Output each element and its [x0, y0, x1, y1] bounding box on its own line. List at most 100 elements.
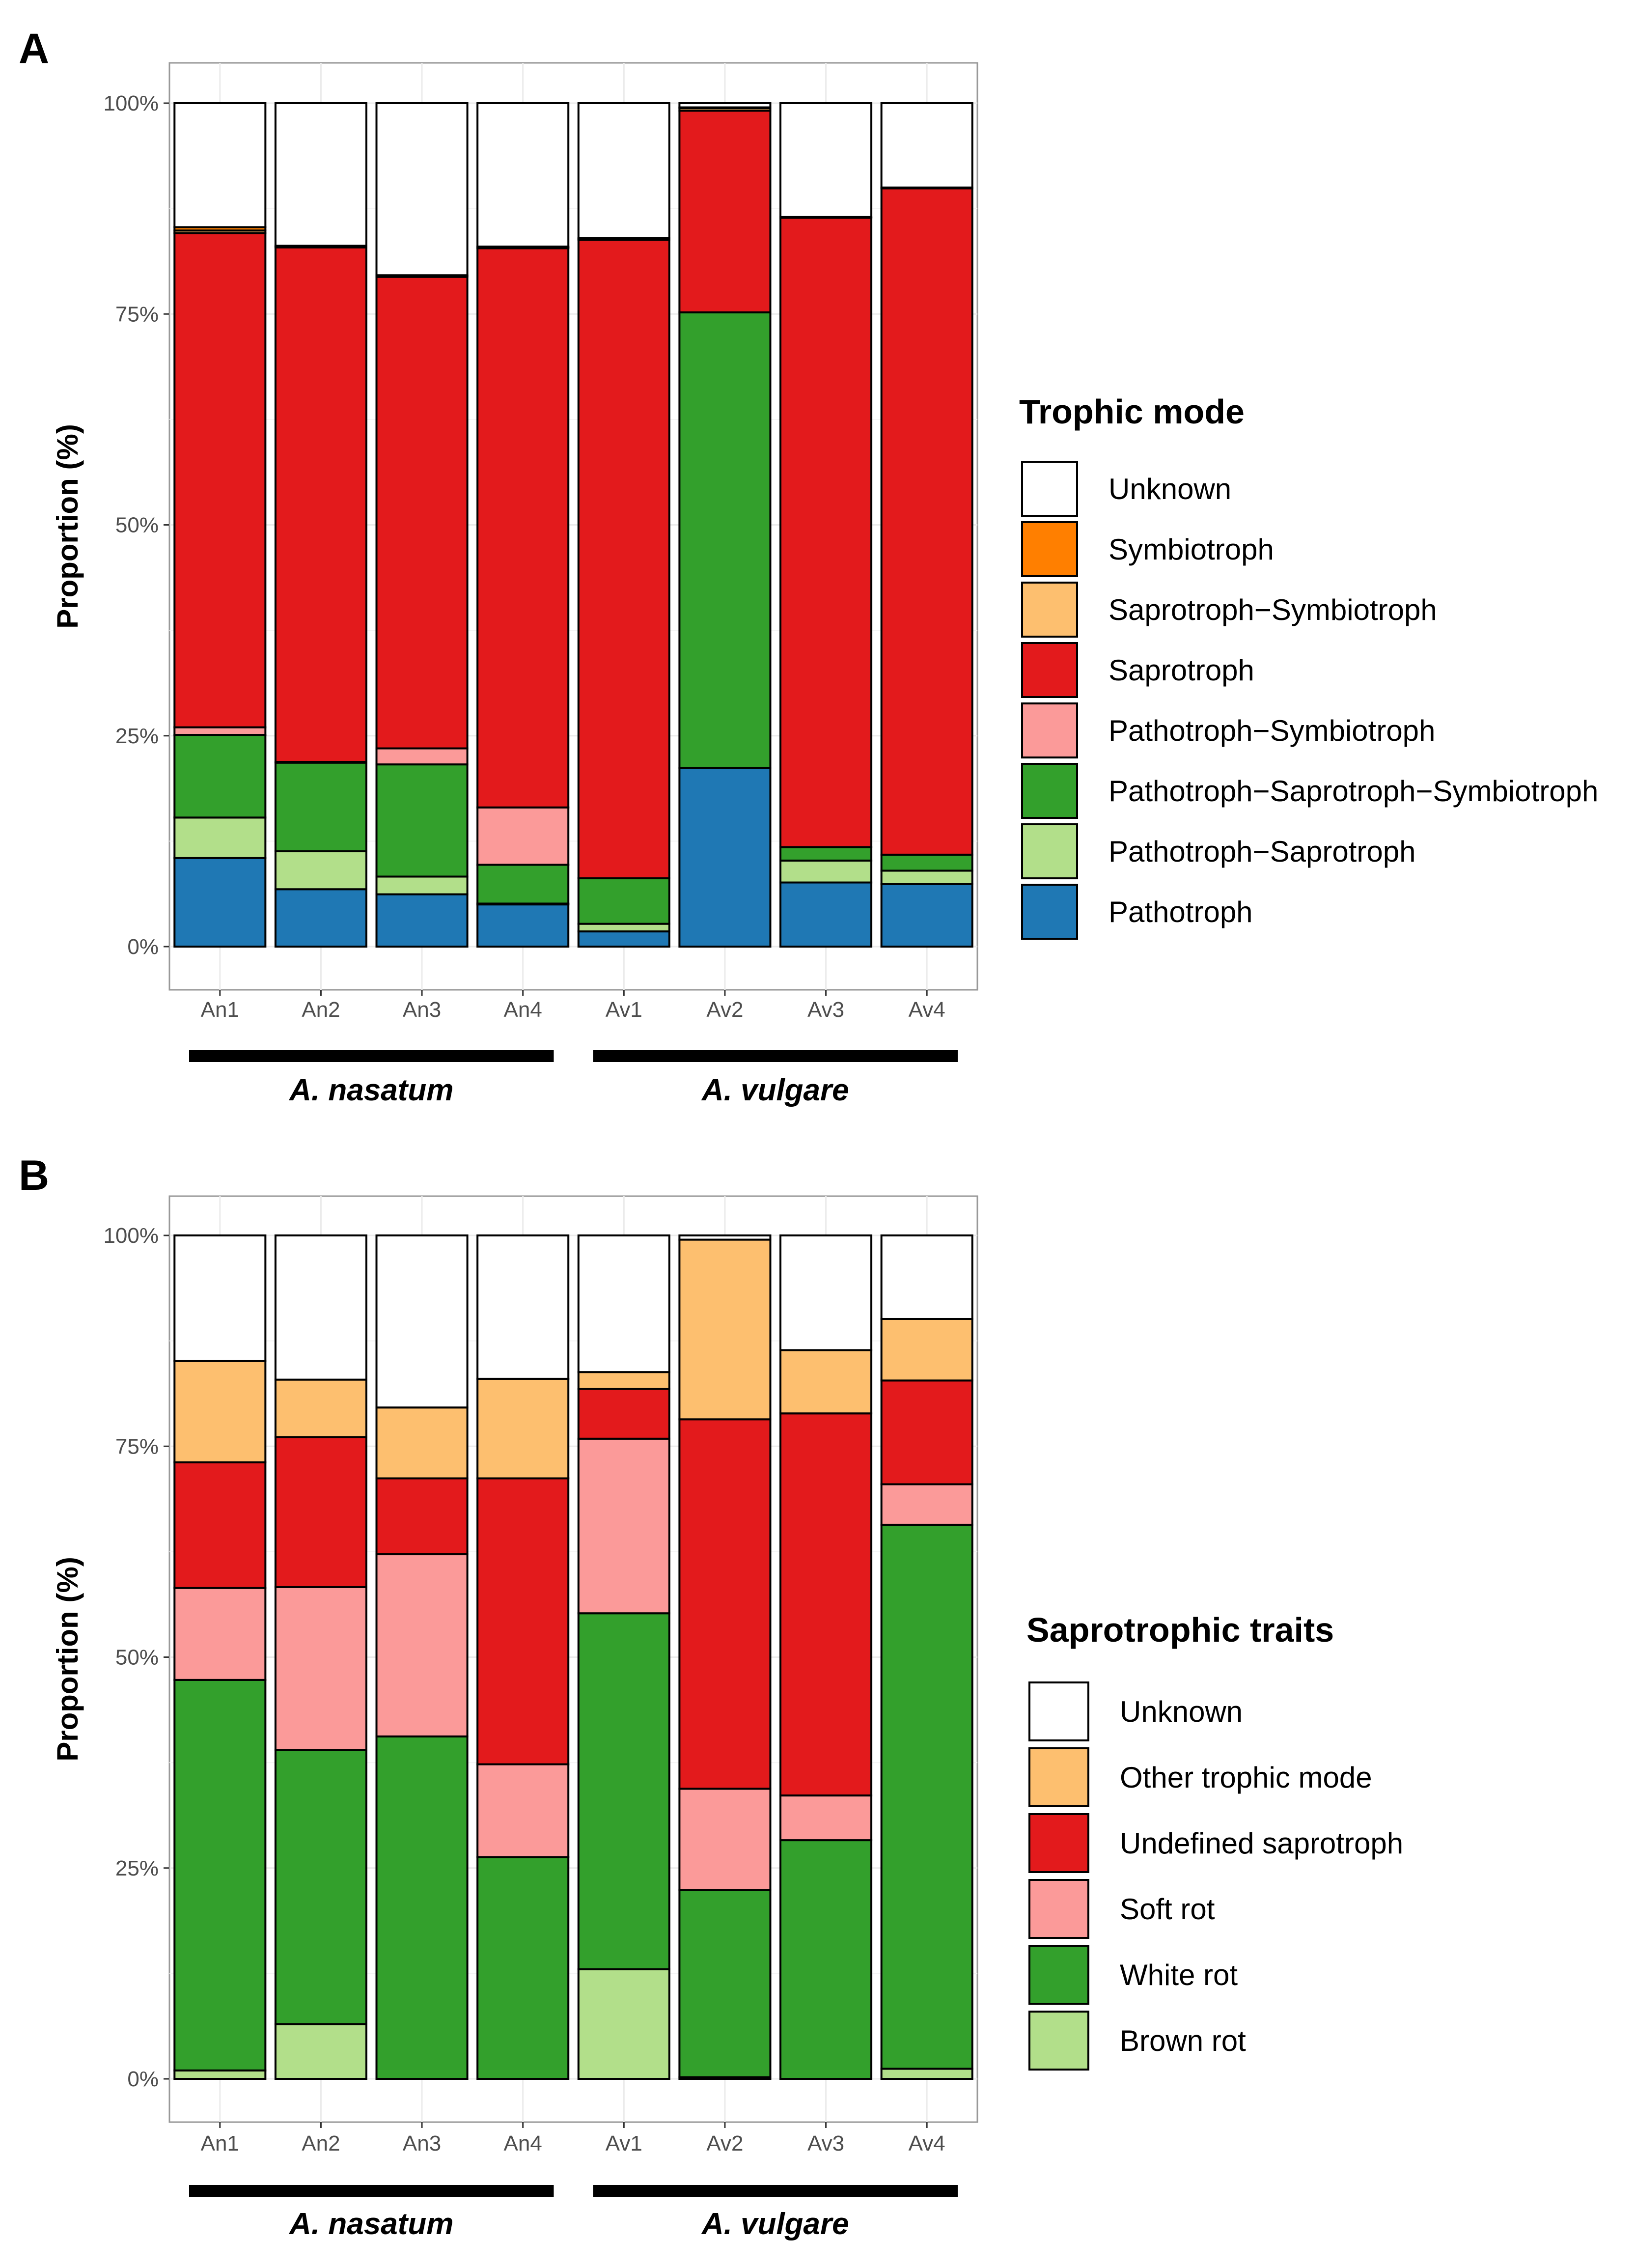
bar-segment-an4-unknown — [476, 102, 570, 248]
bar-segment-an1-pathotroph-saprotroph-symbiotroph — [173, 734, 267, 819]
group-label: A. vulgare — [701, 1073, 849, 1107]
x-tick-label: Av2 — [706, 2131, 743, 2156]
legend-label: Pathotroph−Saprotroph — [1108, 835, 1415, 868]
bar-segment-an2-pathotroph-saprotroph — [274, 850, 367, 891]
bar-segment-an2-pathotroph-saprotroph-symbiotroph — [274, 761, 367, 852]
bar-segment-av3-unknown — [779, 102, 873, 218]
y-tick-label: 25% — [115, 724, 159, 748]
legend-title: Trophic mode — [1019, 392, 1245, 431]
legend-label: Brown rot — [1120, 2024, 1246, 2057]
legend-label: White rot — [1120, 1959, 1238, 1991]
bar-segment-an1-brown-rot — [173, 2069, 267, 2080]
bar-segment-av1-pathotroph — [577, 930, 670, 948]
bar-segment-av3-white-rot — [779, 1839, 873, 2080]
bar-segment-av4-white-rot — [880, 1523, 973, 2070]
bar-segment-an2-other-trophic-mode — [274, 1378, 367, 1438]
legend-label: Unknown — [1108, 473, 1231, 505]
bar-segment-an3-unknown — [375, 1234, 469, 1409]
bar-segment-av3-pathotroph-saprotroph-symbiotroph — [779, 846, 873, 862]
y-tick-label: 0% — [127, 2067, 159, 2091]
bar-segment-an4-other-trophic-mode — [476, 1377, 570, 1480]
bar-segment-an2-saprotroph — [274, 246, 367, 763]
bar-segment-av3-other-trophic-mode — [779, 1349, 873, 1415]
bar-segment-av4-brown-rot — [880, 2068, 973, 2080]
panel-letter: B — [19, 1152, 49, 1199]
x-tick-label: An3 — [403, 2131, 441, 2156]
legend-key — [1028, 1681, 1089, 1741]
x-tick-label: An1 — [201, 998, 239, 1022]
legend-label: Saprotroph — [1108, 654, 1254, 687]
bar-segment-av4-undefined-saprotroph — [880, 1379, 973, 1485]
bar-segment-av2-white-rot — [678, 1889, 772, 2078]
x-tick-label: Av1 — [606, 2131, 642, 2156]
y-tick-label: 75% — [115, 302, 159, 326]
legend-label: Unknown — [1120, 1695, 1243, 1728]
bar-segment-an3-unknown — [375, 102, 469, 277]
bar-segment-av4-pathotroph — [880, 883, 973, 948]
bar-segment-av2-pathotroph — [678, 766, 772, 948]
legend-key — [1021, 763, 1078, 819]
bar-segment-av3-undefined-saprotroph — [779, 1412, 873, 1797]
legend-label: Saprotroph−Symbiotroph — [1108, 593, 1437, 626]
bar-segment-av1-pathotroph-saprotroph-symbiotroph — [577, 877, 670, 925]
bar-segment-an3-white-rot — [375, 1735, 469, 2080]
bar-segment-av3-saprotroph — [779, 217, 873, 848]
group-label: A. nasatum — [288, 2207, 453, 2241]
bar-segment-av3-unknown — [779, 1234, 873, 1351]
legend-key — [1028, 1945, 1089, 2005]
bar-segment-an1-pathotroph-saprotroph — [173, 816, 267, 859]
bar-segment-an3-saprotroph — [375, 276, 469, 750]
bar-segment-av3-pathotroph — [779, 881, 873, 948]
bar-segment-av1-saprotroph — [577, 239, 670, 879]
legend-title: Saprotrophic traits — [1026, 1611, 1334, 1649]
bar-segment-av2-soft-rot — [678, 1788, 772, 1891]
legend-key — [1028, 2011, 1089, 2071]
legend-label: Pathotroph−Symbiotroph — [1108, 714, 1435, 747]
bar-segment-av2-other-trophic-mode — [678, 1238, 772, 1421]
bar-segment-av4-other-trophic-mode — [880, 1317, 973, 1382]
legend-key — [1028, 1879, 1089, 1939]
bar-segment-av1-pathotroph-saprotroph — [577, 923, 670, 933]
x-tick-label: Av3 — [807, 998, 844, 1022]
bar-segment-av4-soft-rot — [880, 1483, 973, 1526]
bar-segment-an3-pathotroph-saprotroph — [375, 875, 469, 896]
bar-segment-an1-other-trophic-mode — [173, 1360, 267, 1463]
bar-segment-an4-white-rot — [476, 1856, 570, 2080]
bar-segment-av4-pathotroph-saprotroph — [880, 869, 973, 885]
legend-key — [1021, 461, 1078, 517]
y-tick-label: 50% — [115, 1646, 159, 1670]
bar-segment-av1-unknown — [577, 102, 670, 239]
y-tick-label: 25% — [115, 1856, 159, 1880]
x-tick-label: An2 — [302, 2131, 340, 2156]
y-tick-label: 100% — [103, 1224, 159, 1248]
bar-segment-an4-soft-rot — [476, 1763, 570, 1858]
legend-label: Pathotroph — [1108, 896, 1253, 928]
bar-segment-an1-soft-rot — [173, 1587, 267, 1681]
legend-label: Soft rot — [1120, 1893, 1215, 1926]
legend-key — [1021, 823, 1078, 879]
bar-segment-av2-undefined-saprotroph — [678, 1418, 772, 1790]
bar-segment-an4-pathotroph-symbiotroph — [476, 806, 570, 866]
y-tick-label: 100% — [103, 91, 159, 115]
bar-segment-an4-unknown — [476, 1234, 570, 1380]
bar-segment-av1-unknown — [577, 1234, 670, 1373]
group-label: A. vulgare — [701, 2207, 849, 2241]
bar-segment-av2-saprotroph — [678, 110, 772, 313]
bar-segment-an4-pathotroph — [476, 903, 570, 948]
bar-segment-an3-other-trophic-mode — [375, 1406, 469, 1480]
bar-segment-an2-soft-rot — [274, 1586, 367, 1751]
x-tick-label: An4 — [504, 998, 542, 1022]
group-bar — [593, 1050, 958, 1062]
bar-segment-an1-saprotroph — [173, 232, 267, 728]
bar-segment-an4-saprotroph — [476, 247, 570, 809]
bar-segment-av4-pathotroph-saprotroph-symbiotroph — [880, 853, 973, 872]
legend-label: Undefined saprotroph — [1120, 1827, 1403, 1860]
legend-label: Pathotroph−Saprotroph−Symbiotroph — [1108, 775, 1598, 808]
legend-label: Symbiotroph — [1108, 533, 1274, 566]
y-axis-title: Proportion (%) — [51, 1557, 84, 1762]
y-tick-label: 75% — [115, 1434, 159, 1458]
group-bar — [189, 1050, 554, 1062]
x-tick-label: An1 — [201, 2131, 239, 2156]
bar-segment-an2-unknown — [274, 1234, 367, 1381]
